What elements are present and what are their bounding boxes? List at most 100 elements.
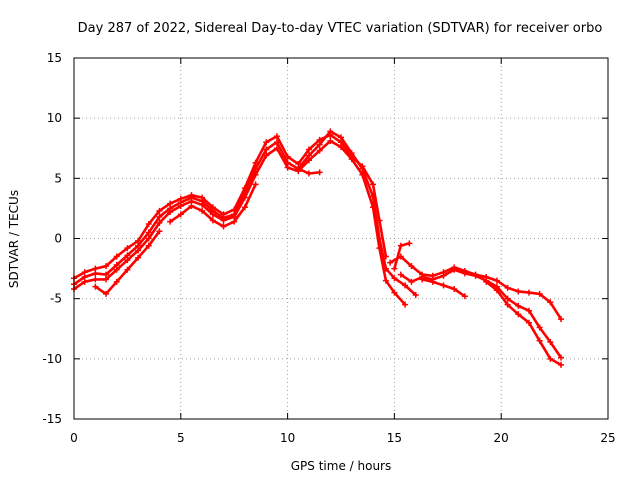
data-point xyxy=(483,278,490,285)
data-point xyxy=(209,211,216,218)
data-point xyxy=(402,301,409,308)
data-point xyxy=(359,165,366,172)
data-point xyxy=(305,170,312,177)
data-point xyxy=(504,295,511,302)
data-point xyxy=(515,302,522,309)
data-point xyxy=(451,286,458,293)
data-point xyxy=(370,204,377,211)
y-tick-label: -15 xyxy=(42,412,62,426)
data-point xyxy=(504,284,511,291)
x-tick-label: 15 xyxy=(387,431,402,445)
data-point xyxy=(370,193,377,200)
x-tick-label: 10 xyxy=(280,431,295,445)
y-axis-label: SDTVAR / TECUs xyxy=(7,190,21,288)
data-point xyxy=(263,152,270,159)
data-point xyxy=(536,324,543,331)
data-point xyxy=(103,276,110,283)
data-point xyxy=(376,245,383,252)
data-point xyxy=(156,219,163,226)
x-tick-label: 0 xyxy=(70,431,78,445)
grid-lines xyxy=(74,58,608,419)
data-point xyxy=(525,319,532,326)
data-point xyxy=(273,145,280,152)
data-point xyxy=(525,289,532,296)
data-point xyxy=(156,213,163,220)
data-point xyxy=(451,266,458,273)
data-point xyxy=(391,275,398,282)
data-point xyxy=(263,139,270,146)
data-point xyxy=(92,270,99,277)
data-point xyxy=(536,337,543,344)
data-point xyxy=(135,247,142,254)
x-tick-label: 5 xyxy=(177,431,185,445)
data-point xyxy=(397,271,404,278)
data-point xyxy=(461,293,468,300)
data-point xyxy=(515,311,522,318)
data-point xyxy=(124,245,131,252)
data-point xyxy=(558,354,565,361)
data-point xyxy=(408,263,415,270)
data-point xyxy=(316,141,323,148)
data-point xyxy=(145,229,152,236)
data-point xyxy=(429,278,436,285)
data-point xyxy=(199,207,206,214)
data-point xyxy=(241,194,248,201)
data-point xyxy=(252,181,259,188)
data-point xyxy=(493,287,500,294)
data-point xyxy=(536,290,543,297)
data-point xyxy=(472,272,479,279)
data-point xyxy=(199,201,206,208)
data-point xyxy=(145,221,152,228)
data-point xyxy=(547,299,554,306)
series-line xyxy=(72,130,418,297)
y-tick-label: 10 xyxy=(47,111,62,125)
data-point xyxy=(391,289,398,296)
series-line xyxy=(399,268,563,359)
data-point xyxy=(188,203,195,210)
data-point xyxy=(145,235,152,242)
axis-ticks: 0 5 10 15 20 25 -15 -10 -5 0 5 10 15 xyxy=(42,51,615,445)
data-point xyxy=(92,283,99,290)
series-line xyxy=(388,255,563,321)
data-point xyxy=(135,254,142,261)
data-point xyxy=(305,157,312,164)
data-point xyxy=(167,209,174,216)
data-point xyxy=(327,128,334,135)
data-point xyxy=(515,288,522,295)
data-point xyxy=(359,171,366,178)
data-point xyxy=(419,276,426,283)
data-point xyxy=(273,133,280,140)
data-point xyxy=(177,203,184,210)
data-point xyxy=(124,257,131,264)
data-point xyxy=(391,265,398,272)
data-point xyxy=(547,338,554,345)
x-tick-label: 25 xyxy=(600,431,615,445)
data-point xyxy=(305,146,312,153)
data-point xyxy=(327,138,334,145)
data-point xyxy=(241,204,248,211)
data-point xyxy=(440,282,447,289)
y-tick-label: 15 xyxy=(47,51,62,65)
data-point xyxy=(220,223,227,230)
data-point xyxy=(408,278,415,285)
data-point xyxy=(113,278,120,285)
data-point xyxy=(387,259,394,266)
chart-title: Day 287 of 2022, Sidereal Day-to-day VTE… xyxy=(78,21,603,36)
data-point xyxy=(177,211,184,218)
x-axis-label: GPS time / hours xyxy=(291,459,392,473)
data-point xyxy=(167,218,174,225)
data-point xyxy=(316,169,323,176)
data-point xyxy=(338,144,344,151)
data-point xyxy=(558,316,565,323)
data-point xyxy=(263,146,270,153)
x-tick-label: 20 xyxy=(494,431,509,445)
data-point xyxy=(440,272,447,279)
series-line xyxy=(484,280,563,367)
data-point xyxy=(156,228,163,235)
y-tick-label: 0 xyxy=(54,232,62,246)
data-point xyxy=(397,253,404,260)
data-point xyxy=(316,147,323,154)
data-point xyxy=(397,242,404,249)
series-line xyxy=(72,139,407,307)
